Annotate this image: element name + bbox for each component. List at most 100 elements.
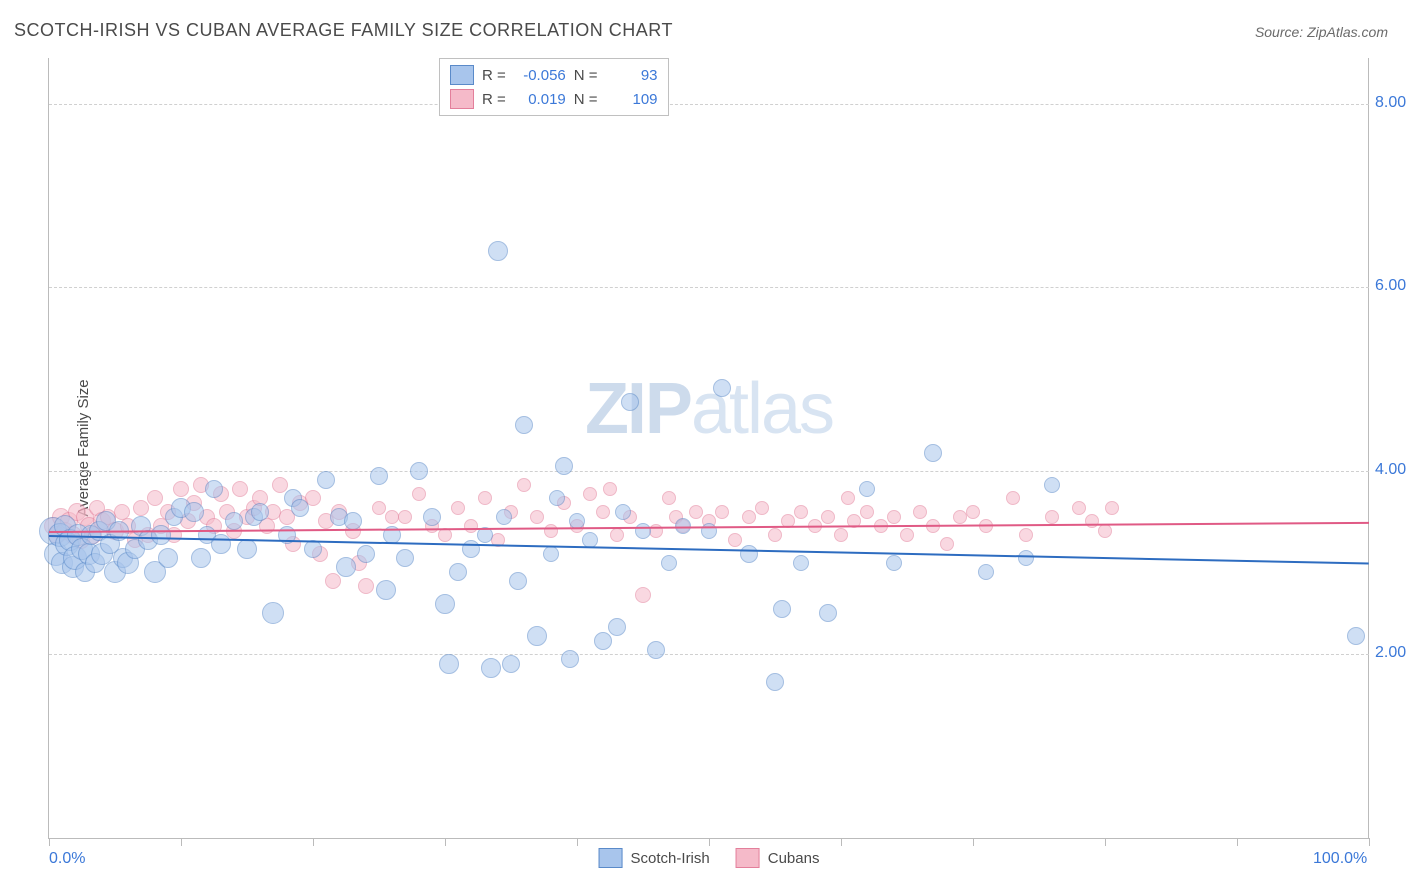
x-tick	[1237, 838, 1238, 846]
gridline	[49, 654, 1369, 655]
legend-item-2: Cubans	[736, 848, 820, 868]
scatter-point	[1018, 550, 1034, 566]
scatter-point	[940, 537, 954, 551]
scatter-point	[594, 632, 612, 650]
stats-row-2: R = 0.019 N = 109	[450, 87, 658, 111]
scatter-point	[834, 528, 848, 542]
scatter-point	[913, 505, 927, 519]
n-label: N =	[574, 91, 598, 108]
scatter-point	[410, 462, 428, 480]
scatter-point	[794, 505, 808, 519]
scatter-point	[635, 523, 651, 539]
scatter-point	[615, 504, 631, 520]
scatter-point	[608, 618, 626, 636]
scatter-point	[211, 534, 231, 554]
scatter-point	[549, 490, 565, 506]
x-tick	[445, 838, 446, 846]
scatter-point	[978, 564, 994, 580]
scatter-point	[517, 478, 531, 492]
scatter-point	[496, 509, 512, 525]
scatter-point	[1006, 491, 1020, 505]
scatter-point	[372, 501, 386, 515]
scatter-point	[439, 654, 459, 674]
scatter-point	[376, 580, 396, 600]
x-tick	[973, 838, 974, 846]
scatter-point	[478, 491, 492, 505]
scatter-point	[924, 444, 942, 462]
scatter-point	[662, 491, 676, 505]
r-value-1: -0.056	[514, 67, 566, 84]
y-tick-label: 4.00	[1375, 461, 1406, 479]
scatter-point	[766, 673, 784, 691]
scatter-point	[336, 557, 356, 577]
legend-label-2: Cubans	[768, 850, 820, 867]
x-tick	[1105, 838, 1106, 846]
scatter-point	[530, 510, 544, 524]
scatter-point	[1072, 501, 1086, 515]
scatter-point	[900, 528, 914, 542]
scatter-point	[621, 393, 639, 411]
scatter-point	[481, 658, 501, 678]
scatter-point	[488, 241, 508, 261]
scatter-point	[423, 508, 441, 526]
scatter-point	[583, 487, 597, 501]
scatter-point	[291, 499, 309, 517]
scatter-point	[543, 546, 559, 562]
y-tick-label: 8.00	[1375, 94, 1406, 112]
chart-title: SCOTCH-IRISH VS CUBAN AVERAGE FAMILY SIZ…	[14, 20, 673, 41]
scatter-point	[886, 555, 902, 571]
scatter-point	[793, 555, 809, 571]
scatter-point	[740, 545, 758, 563]
scatter-point	[205, 480, 223, 498]
scatter-point	[502, 655, 520, 673]
scatter-point	[232, 481, 248, 497]
scatter-point	[237, 539, 257, 559]
scatter-point	[385, 510, 399, 524]
n-value-1: 93	[606, 67, 658, 84]
scatter-point	[173, 481, 189, 497]
scatter-point	[859, 481, 875, 497]
x-tick-label: 100.0%	[1313, 850, 1367, 868]
source-attribution: Source: ZipAtlas.com	[1255, 24, 1388, 40]
scatter-point	[1019, 528, 1033, 542]
scatter-point	[449, 563, 467, 581]
n-label: N =	[574, 67, 598, 84]
scatter-point	[191, 548, 211, 568]
scatter-point	[603, 482, 617, 496]
gridline	[49, 104, 1369, 105]
x-tick	[1369, 838, 1370, 846]
scatter-point	[661, 555, 677, 571]
scatter-point	[596, 505, 610, 519]
scatter-point	[184, 502, 204, 522]
scatter-point	[147, 490, 163, 506]
scatter-point	[370, 467, 388, 485]
x-tick	[313, 838, 314, 846]
scatter-point	[773, 600, 791, 618]
chart-right-border	[1368, 58, 1369, 838]
n-value-2: 109	[606, 91, 658, 108]
scatter-point	[544, 524, 558, 538]
scatter-point	[464, 519, 478, 533]
scatter-point	[412, 487, 426, 501]
scatter-point	[768, 528, 782, 542]
y-tick-label: 6.00	[1375, 277, 1406, 295]
scatter-point	[151, 525, 171, 545]
gridline	[49, 287, 1369, 288]
legend-swatch-1	[599, 848, 623, 868]
scatter-point	[358, 578, 374, 594]
scatter-point	[462, 540, 480, 558]
x-tick	[181, 838, 182, 846]
scatter-point	[1044, 477, 1060, 493]
scatter-point	[527, 626, 547, 646]
scatter-point	[1347, 627, 1365, 645]
scatter-point	[435, 594, 455, 614]
y-tick-label: 2.00	[1375, 644, 1406, 662]
x-tick	[577, 838, 578, 846]
scatter-point	[860, 505, 874, 519]
scatter-point	[755, 501, 769, 515]
scatter-point	[317, 471, 335, 489]
stats-row-1: R = -0.056 N = 93	[450, 63, 658, 87]
y-axis-label: Average Family Size	[75, 379, 92, 516]
scatter-point	[966, 505, 980, 519]
scatter-point	[701, 523, 717, 539]
